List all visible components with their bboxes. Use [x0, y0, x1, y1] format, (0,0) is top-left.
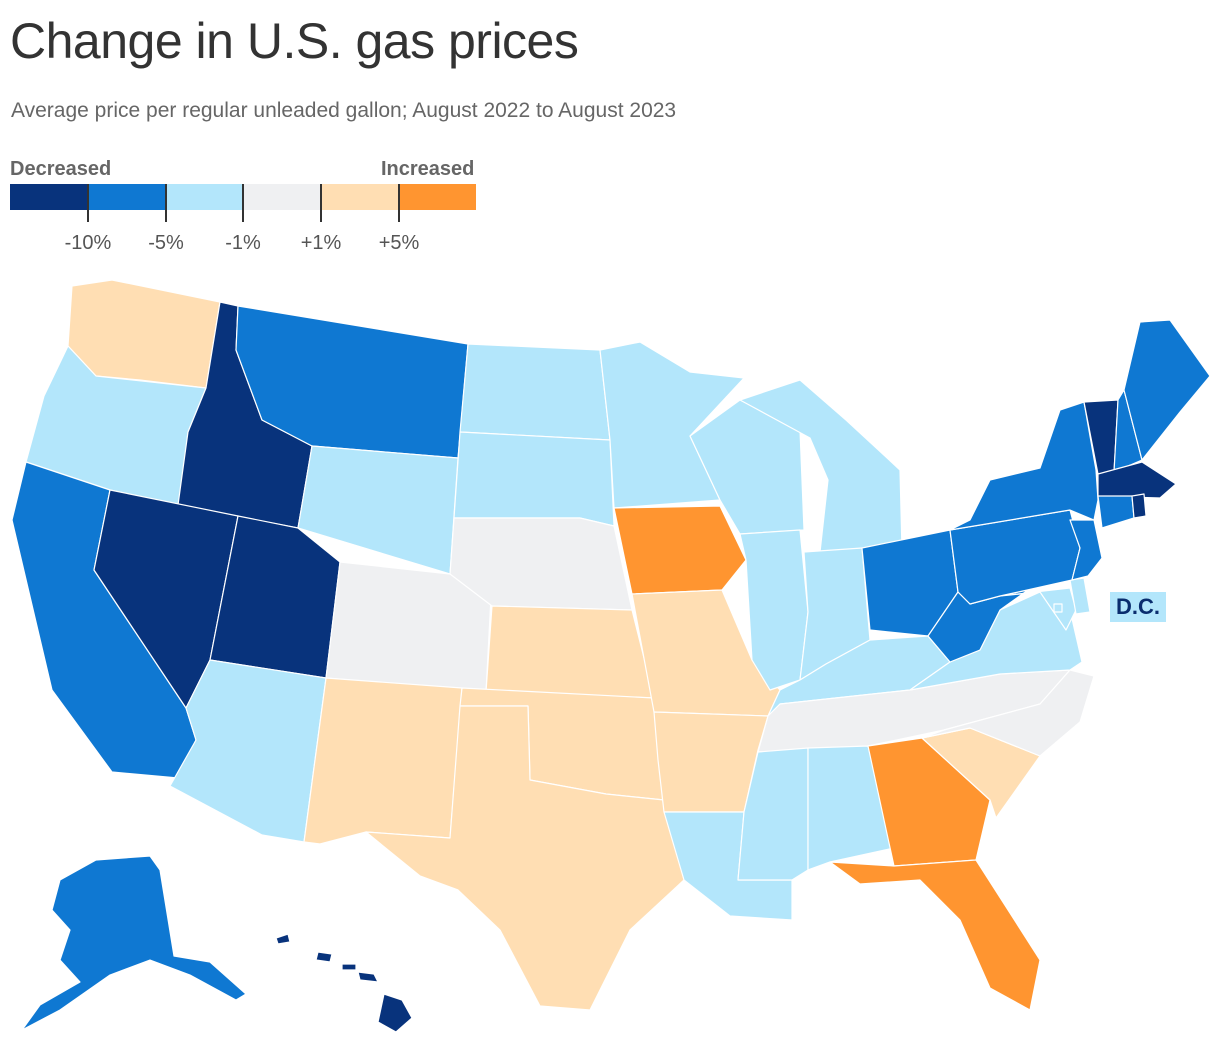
- state-kansas[interactable]: [485, 605, 655, 699]
- legend-tick: [242, 184, 244, 222]
- state-new-york[interactable]: [949, 401, 1099, 531]
- legend-tick: [398, 184, 400, 222]
- state-texas[interactable]: [365, 705, 685, 1011]
- legend-swatch: [165, 184, 244, 210]
- legend-increased-label: Increased: [381, 158, 475, 180]
- legend-tick-label: +5%: [378, 232, 420, 254]
- legend-swatch: [398, 184, 477, 210]
- chart-subtitle: Average price per regular unleaded gallo…: [11, 99, 677, 122]
- state-rhode-island[interactable]: [1131, 493, 1147, 519]
- legend-tick-label: -1%: [225, 232, 261, 254]
- state-alabama[interactable]: [807, 745, 895, 871]
- state-illinois[interactable]: [739, 529, 809, 691]
- legend-swatch: [320, 184, 399, 210]
- state-maryland[interactable]: [999, 587, 1077, 631]
- state-connecticut[interactable]: [1097, 495, 1135, 529]
- legend-tick: [165, 184, 167, 222]
- legend-swatch: [243, 184, 321, 210]
- state-florida[interactable]: [829, 859, 1041, 1011]
- legend-tick-label: -5%: [148, 232, 184, 254]
- legend-swatch: [87, 184, 166, 210]
- state-iowa[interactable]: [613, 505, 747, 595]
- legend-tick: [87, 184, 89, 222]
- state-massachusetts[interactable]: [1097, 461, 1177, 499]
- dc-label: D.C.: [1110, 592, 1166, 622]
- state-maine[interactable]: [1123, 319, 1211, 461]
- legend-color-scale: [10, 184, 477, 210]
- state-south-dakota[interactable]: [453, 431, 615, 527]
- legend-decreased-label: Decreased: [10, 158, 112, 180]
- state-colorado[interactable]: [325, 561, 493, 693]
- state-dc[interactable]: [1053, 603, 1063, 613]
- state-north-carolina[interactable]: [921, 669, 1095, 757]
- legend-tick-label: -10%: [64, 232, 112, 254]
- state-alaska[interactable]: [21, 855, 247, 1031]
- state-north-dakota[interactable]: [459, 343, 611, 441]
- legend-tick: [320, 184, 322, 222]
- legend-swatch: [10, 184, 88, 210]
- state-pennsylvania[interactable]: [949, 509, 1081, 605]
- legend-tick-label: +1%: [300, 232, 342, 254]
- state-hawaii[interactable]: [275, 933, 413, 1033]
- chart-title: Change in U.S. gas prices: [10, 13, 579, 69]
- state-new-mexico[interactable]: [303, 677, 463, 845]
- state-georgia[interactable]: [867, 737, 991, 867]
